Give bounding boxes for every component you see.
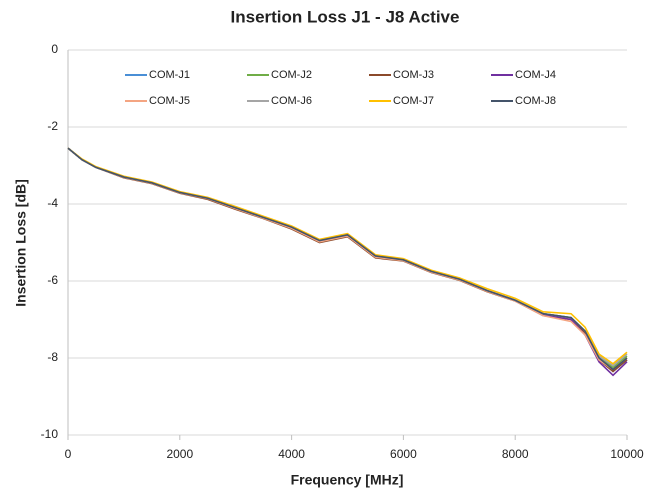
x-axis-label: Frequency [MHz] (291, 472, 404, 488)
legend-label: COM-J6 (271, 95, 312, 107)
series-line (67, 147, 628, 367)
legend-label: COM-J2 (271, 69, 312, 81)
y-tick-label: -4 (47, 196, 58, 210)
x-tick-label: 0 (65, 447, 72, 461)
chart-title: Insertion Loss J1 - J8 Active (231, 7, 460, 26)
y-tick-label: 0 (51, 42, 58, 56)
x-tick-label: 8000 (502, 447, 529, 461)
x-tick-label: 6000 (390, 447, 417, 461)
series-line (67, 147, 628, 371)
x-tick-label: 2000 (166, 447, 193, 461)
series-line (67, 147, 628, 369)
y-axis-label: Insertion Loss [dB] (13, 179, 29, 307)
legend-label: COM-J1 (149, 69, 190, 81)
legend-label: COM-J7 (393, 95, 434, 107)
legend-label: COM-J4 (515, 69, 556, 81)
legend-label: COM-J3 (393, 69, 434, 81)
legend-label: COM-J5 (149, 95, 190, 107)
x-tick-label: 4000 (278, 447, 305, 461)
y-tick-label: -10 (41, 427, 59, 441)
legend-label: COM-J8 (515, 95, 556, 107)
y-tick-label: -2 (47, 119, 58, 133)
series-line (67, 147, 628, 365)
y-tick-label: -8 (47, 350, 58, 364)
x-tick-label: 10000 (610, 447, 644, 461)
y-tick-label: -6 (47, 273, 58, 287)
